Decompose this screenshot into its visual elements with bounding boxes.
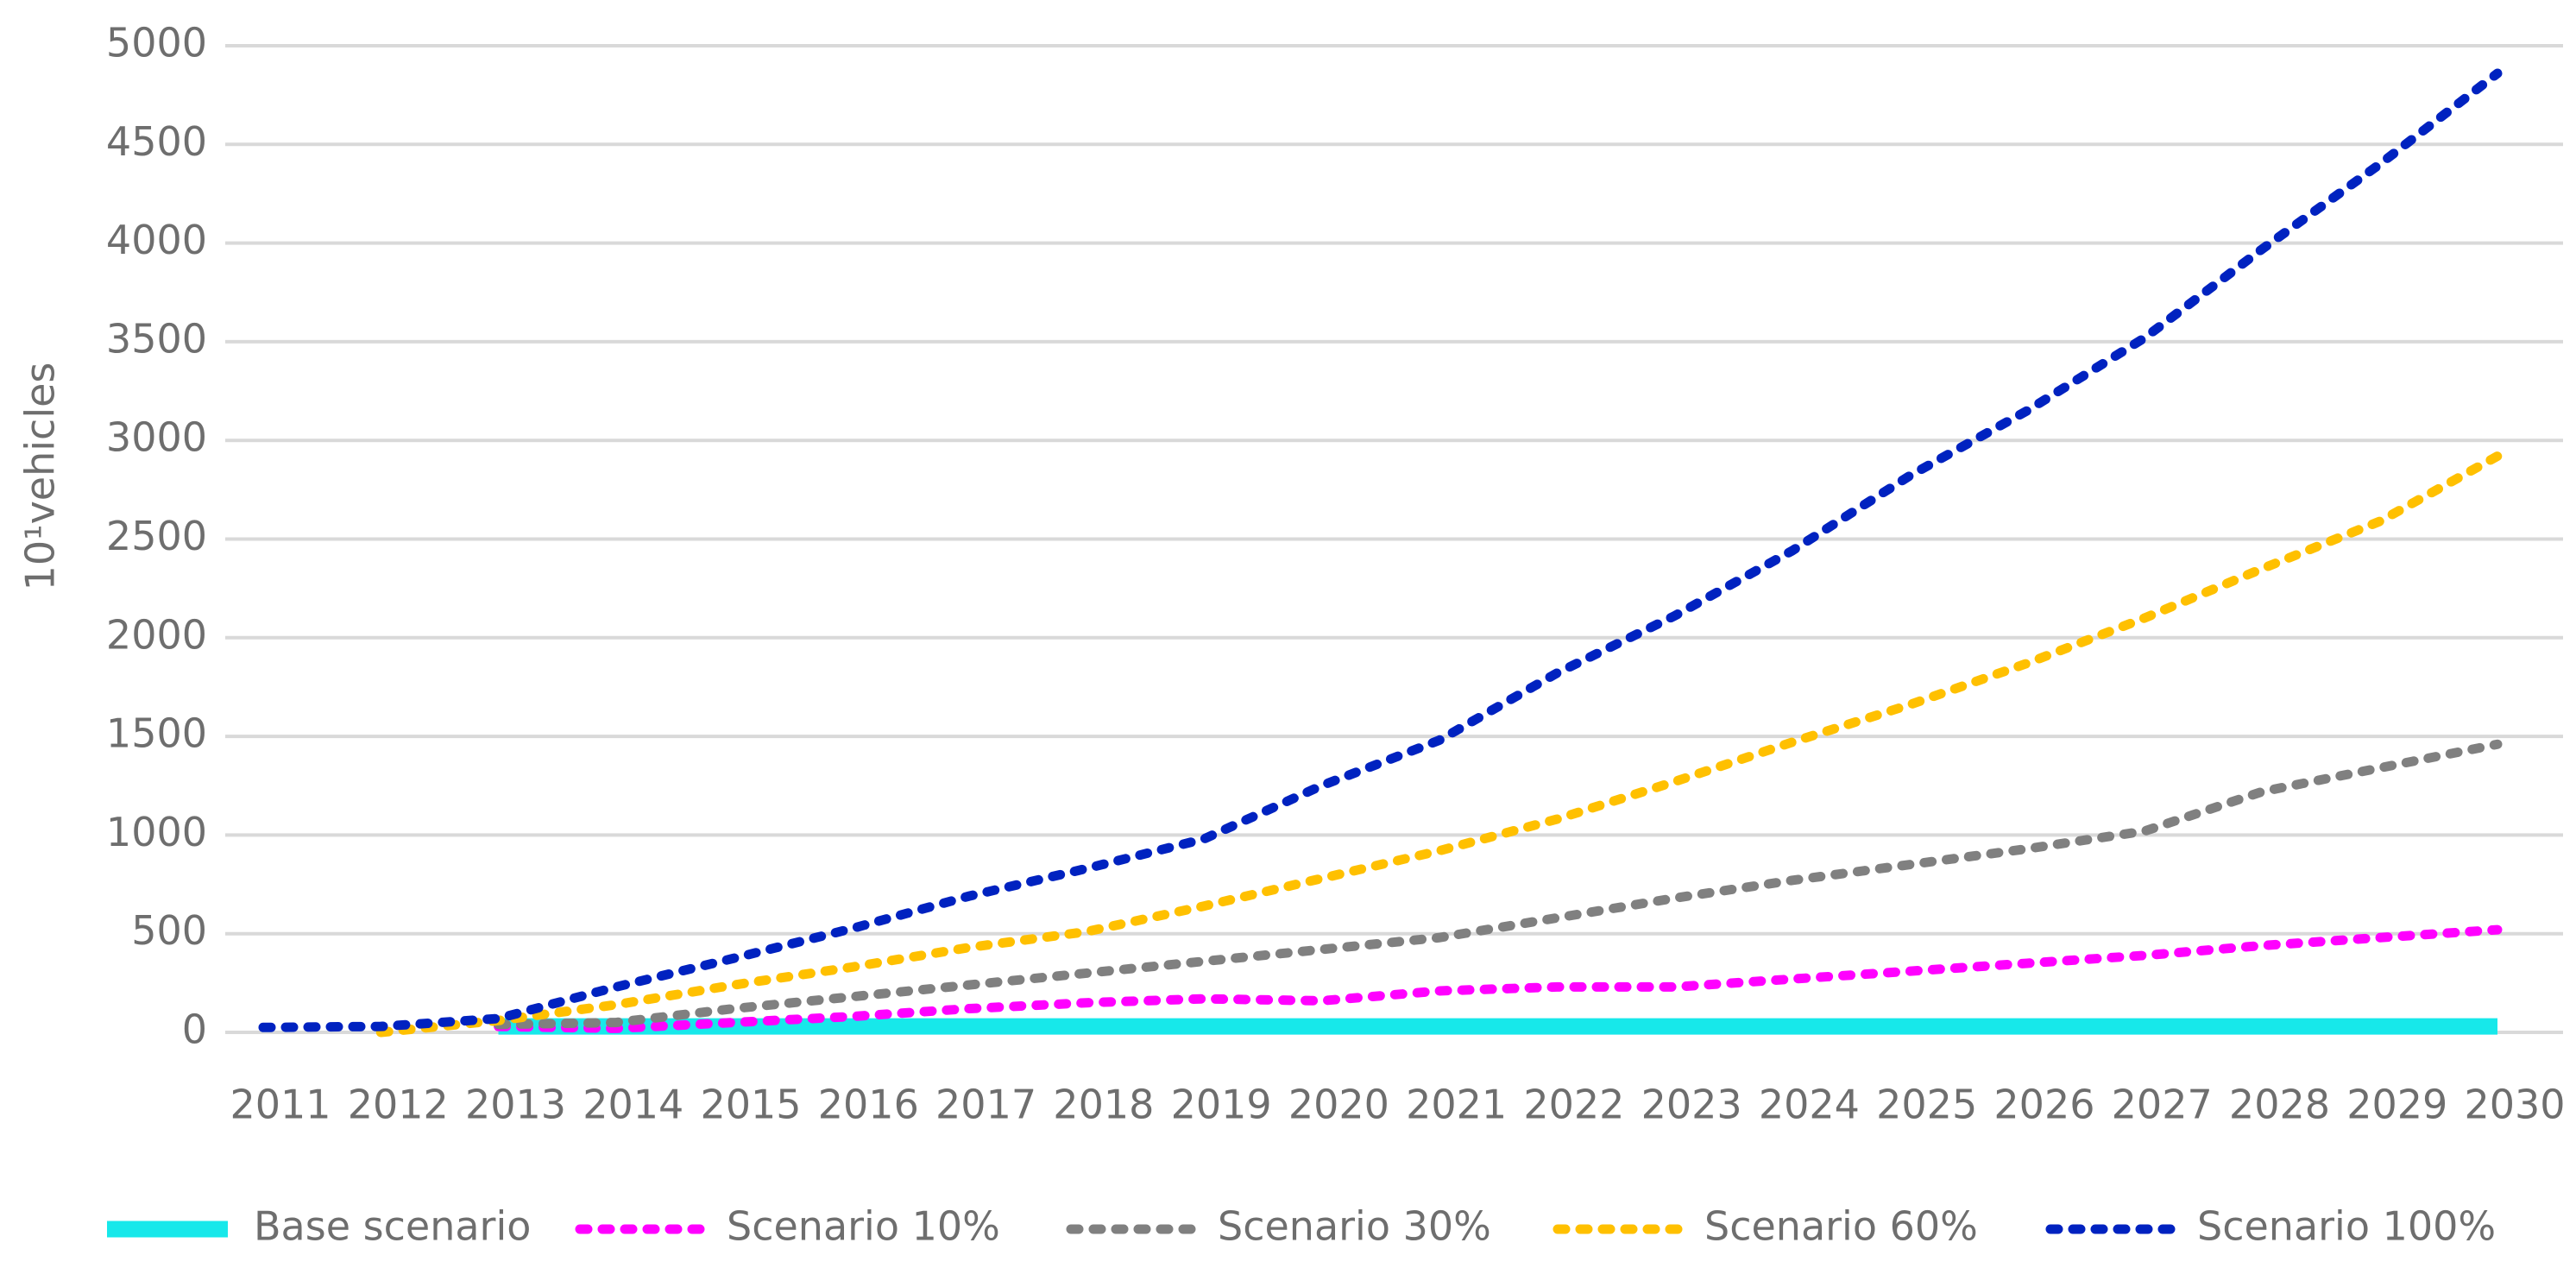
x-tick-label: 2024 [1759, 1082, 1860, 1128]
legend-label: Base scenario [254, 1203, 531, 1250]
x-tick-label: 2015 [701, 1082, 802, 1128]
x-tick-label: 2028 [2229, 1082, 2330, 1128]
y-tick-label: 3500 [106, 315, 207, 362]
y-tick-label: 2500 [106, 513, 207, 559]
x-tick-label: 2023 [1641, 1082, 1742, 1128]
x-tick-label: 2020 [1288, 1082, 1389, 1128]
y-axis-title: 10¹vehicles [17, 363, 64, 591]
y-tick-label: 5000 [106, 20, 207, 66]
x-tick-label: 2029 [2346, 1082, 2447, 1128]
legend-label: Scenario 60% [1704, 1203, 1978, 1250]
x-tick-label: 2026 [1993, 1082, 2094, 1128]
y-tick-label: 0 [182, 1006, 207, 1053]
series-line [494, 924, 2503, 1033]
y-tick-label: 4500 [106, 118, 207, 165]
x-tick-label: 2016 [818, 1082, 919, 1128]
legend-label: Scenario 100% [2197, 1203, 2496, 1250]
series-line [494, 739, 2503, 1030]
legend-label: Scenario 30% [1218, 1203, 1491, 1250]
y-tick-label: 3000 [106, 414, 207, 461]
x-tick-label: 2012 [348, 1082, 449, 1128]
series-line [375, 451, 2503, 1038]
y-tick-label: 500 [131, 907, 207, 954]
legend-label: Scenario 10% [727, 1203, 1000, 1250]
x-tick-label: 2014 [583, 1082, 683, 1128]
series-line [258, 68, 2503, 1032]
x-tick-label: 2011 [230, 1082, 331, 1128]
x-tick-label: 2021 [1406, 1082, 1507, 1128]
x-tick-label: 2019 [1171, 1082, 1272, 1128]
y-tick-label: 1000 [106, 809, 207, 855]
x-tick-label: 2027 [2112, 1082, 2213, 1128]
y-tick-label: 4000 [106, 217, 207, 263]
x-tick-label: 2025 [1876, 1082, 1977, 1128]
y-tick-label: 1500 [106, 710, 207, 757]
x-tick-label: 2017 [935, 1082, 1036, 1128]
x-tick-label: 2013 [465, 1082, 566, 1128]
x-tick-label: 2030 [2464, 1082, 2565, 1128]
x-tick-label: 2022 [1523, 1082, 1624, 1128]
y-tick-label: 2000 [106, 611, 207, 658]
x-tick-label: 2018 [1053, 1082, 1154, 1128]
